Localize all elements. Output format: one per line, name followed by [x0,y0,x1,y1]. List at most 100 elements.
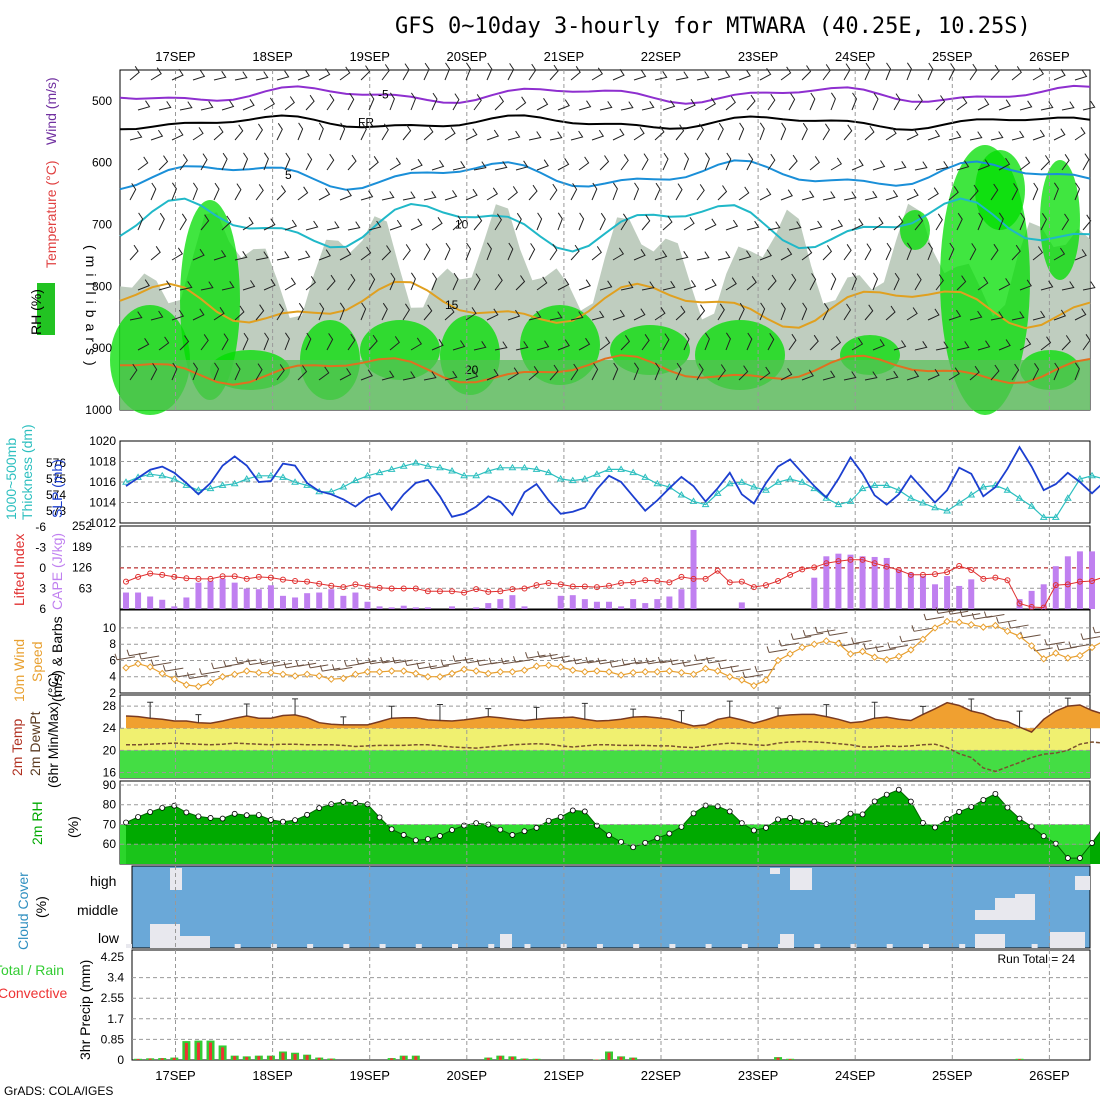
wind-barb [410,158,423,171]
wind-barb [956,160,970,171]
li-point [328,582,335,589]
cape-bar [135,592,142,609]
wind-barb [549,364,559,381]
cape-bar [968,579,975,609]
cloud-low-tick [415,944,422,948]
wind-barb [129,66,140,81]
li-point [255,573,262,580]
wind10m-barb [464,656,486,664]
cape-bar [919,576,926,609]
wind-barb [536,98,549,111]
wind-barb [1040,101,1054,111]
date-label-top: 19SEP [349,49,389,64]
rh2m-point [328,801,335,808]
thickness-point [279,473,287,480]
precip-rain-label: Total / Rain [0,962,64,978]
isotherm-line [119,159,1091,191]
li-point [738,578,745,585]
thickness-point [375,468,384,476]
precip-conv-bar [293,1053,297,1060]
wind-barb [171,68,184,81]
wind-barb [864,125,875,141]
cape-bar [352,592,359,609]
rh-humid-zone [180,200,240,400]
thickness-point [967,491,976,498]
precip-tick-label: 0 [117,1053,124,1067]
wind-barb [549,311,563,321]
wind-barb [620,335,631,351]
wind-barb [935,341,949,351]
wind-barb [704,278,717,291]
li-point [449,588,456,595]
wind-barb [872,339,885,351]
wind10m-point [1039,655,1048,663]
precip-conv-bar [329,1058,333,1060]
wind-barb [515,275,526,291]
wind-barb [389,92,395,111]
date-label-bottom: 18SEP [252,1068,292,1083]
wind-barb [830,272,837,291]
precip-conv-bar [148,1058,152,1060]
wind-barb [255,251,269,261]
wind10m-point [870,653,879,661]
thickness-tick-label: 576 [46,456,66,470]
wind-barb [402,371,416,381]
wind-barb [725,96,736,111]
wind10m-barb [1044,638,1065,646]
minmax-whisker [678,710,685,723]
wind-barb [129,183,137,201]
wind-barb [885,370,899,381]
wind-barb [473,94,482,111]
cape-bar [243,588,250,609]
cloud-low-tick [995,944,1002,948]
li-point [412,585,419,592]
precip-conv-bar [776,1057,780,1060]
cape-bar [449,606,456,609]
precip-conv-bar [172,1057,176,1060]
thickness-point [544,468,553,476]
wind10m-point [967,620,975,629]
rh2m-point [992,790,999,797]
rh2m-point [895,786,902,793]
wind10m-barb [488,657,510,665]
wind-barb [515,212,522,231]
cape-bar [328,589,335,609]
wind-barb [599,155,610,171]
rh-humid-zone [1040,160,1080,280]
wind-barb [221,281,235,291]
wind10m-point [846,650,855,658]
wind10m-barb [851,637,872,645]
cape-bar [581,599,588,609]
precip-tick-label: 4.25 [101,950,125,964]
wind-barb [759,249,772,261]
wind-barb [192,308,205,321]
wind-barb [633,308,646,321]
rh2m-point [630,844,637,851]
rh2m-point [424,836,431,842]
wind-barb [263,218,276,231]
wind-barb [200,334,209,351]
wind10m-barb [778,639,800,647]
li-point [593,584,600,591]
wind-barb [990,311,1004,321]
precip-conv-bar [317,1057,321,1060]
wind-barb [927,242,933,261]
wind10m-barb [682,660,703,667]
cloud-low-tick [814,944,821,948]
wind10m-point [544,661,553,670]
wind-barb [423,62,430,81]
wind-barb [969,184,979,201]
cape-bar [159,599,166,609]
thickness-point [617,465,625,472]
thickness-point [1063,494,1072,501]
wind-barb [1053,182,1059,201]
wind-barb [591,310,605,321]
wind10m-point [182,681,191,689]
li-point [316,580,323,587]
wind10m-point [291,672,299,680]
rh2m-point [751,827,757,834]
wind-barb [137,279,150,291]
wind10m-point [472,667,480,675]
temp2m-label-2: 2m DewPt [27,711,43,776]
wind-barb [528,366,539,381]
